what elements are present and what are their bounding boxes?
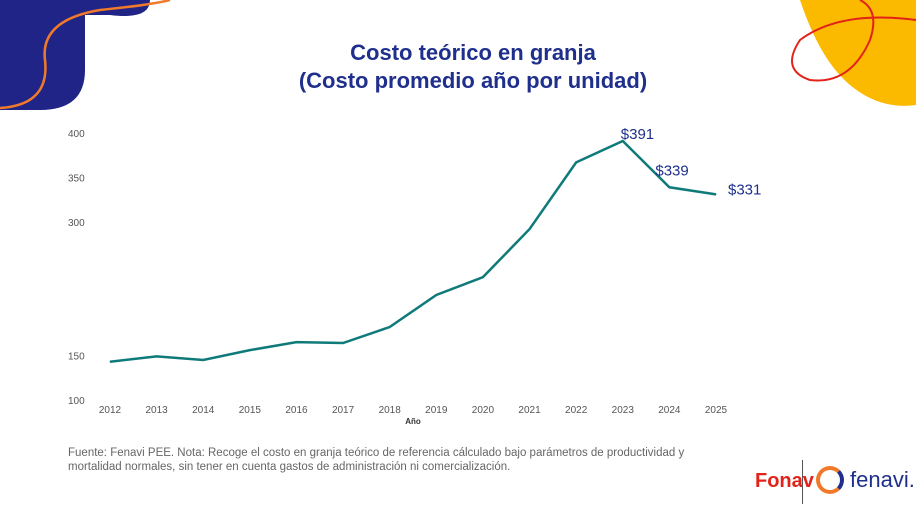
data-point xyxy=(342,342,344,344)
logo-divider xyxy=(802,460,803,504)
corner-shape-yellow xyxy=(800,0,916,106)
data-point xyxy=(575,161,577,163)
x-tick-label: 2014 xyxy=(192,405,215,416)
x-tick-label: 2025 xyxy=(705,405,728,416)
x-tick-label: 2016 xyxy=(285,405,308,416)
x-tick-label: 2015 xyxy=(239,405,262,416)
corner-curve-orange xyxy=(0,0,171,110)
data-point xyxy=(249,349,251,351)
data-point xyxy=(295,341,297,343)
data-point xyxy=(668,186,670,188)
x-tick-label: 2012 xyxy=(99,405,122,416)
fenavi-bird-icon xyxy=(816,466,844,494)
y-tick-label: 350 xyxy=(68,174,85,185)
data-point xyxy=(622,140,624,142)
y-tick-label: 400 xyxy=(68,129,85,140)
data-label: $339 xyxy=(655,162,688,179)
y-tick-label: 100 xyxy=(68,396,85,407)
data-label: $331 xyxy=(728,181,761,198)
corner-shape-navy xyxy=(0,0,150,110)
x-tick-label: 2021 xyxy=(518,405,541,416)
x-tick-label: 2017 xyxy=(332,405,355,416)
x-tick-label: 2019 xyxy=(425,405,448,416)
x-tick-label: 2018 xyxy=(379,405,402,416)
series-line xyxy=(109,139,717,363)
fonav-logo: Fonav xyxy=(755,470,814,492)
x-tick-label: 2020 xyxy=(472,405,495,416)
x-tick-label: 2022 xyxy=(565,405,588,416)
fenavi-logo: fenavi. xyxy=(850,467,915,492)
line-chart: 100 150 300 350 400 2012 2013 2014 2015 2016 2017 2… xyxy=(68,126,761,426)
x-tick-label: 2013 xyxy=(145,405,168,416)
data-point xyxy=(715,193,717,195)
x-tick-label: 2023 xyxy=(612,405,635,416)
data-point xyxy=(435,294,437,296)
y-tick-label: 300 xyxy=(68,218,85,229)
x-tick-label: 2024 xyxy=(658,405,681,416)
data-point xyxy=(389,326,391,328)
y-tick-label: 150 xyxy=(68,352,85,363)
data-point xyxy=(529,228,531,230)
data-label: $391 xyxy=(621,126,654,143)
data-point xyxy=(482,276,484,278)
data-point xyxy=(202,359,204,361)
chart-subtitle: (Costo promedio año por unidad) xyxy=(298,68,648,93)
x-axis-label: Año xyxy=(405,417,421,426)
chart-title: Costo teórico en granja xyxy=(350,40,596,65)
corner-curve-red xyxy=(791,0,916,82)
footnote: Fuente: Fenavi PEE. Nota: Recoge el cost… xyxy=(68,447,685,473)
data-point xyxy=(156,355,158,357)
data-point xyxy=(109,361,111,363)
